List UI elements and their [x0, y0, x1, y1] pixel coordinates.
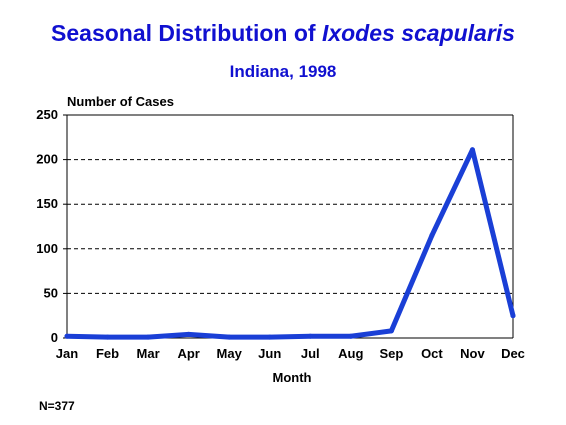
x-axis-label: Month — [273, 370, 312, 385]
axes — [66, 114, 514, 339]
y-tick-label-50: 50 — [44, 285, 58, 300]
x-tick-label-dec: Dec — [501, 346, 525, 361]
data-point-sep — [388, 328, 394, 334]
x-tick-label-may: May — [217, 346, 243, 361]
series-line-0 — [64, 147, 516, 340]
y-tick-label-100: 100 — [36, 241, 58, 256]
y-tick-label-250: 250 — [36, 107, 58, 122]
data-point-jun — [267, 334, 273, 340]
chart-title: Seasonal Distribution of Ixodes scapular… — [0, 20, 566, 47]
chart-subtitle: Indiana, 1998 — [229, 62, 337, 81]
data-point-jan — [64, 333, 70, 339]
data-point-nov — [469, 147, 475, 153]
x-tick-labels: Jan Feb Mar Apr May Jun Jul Aug Sep Oct Nov Dec — [56, 346, 525, 361]
chart-title-text: Seasonal Distribution of — [51, 20, 322, 46]
x-tick-label-oct: Oct — [421, 346, 443, 361]
data-point-dec — [510, 313, 516, 319]
data-point-may — [226, 334, 232, 340]
series-layer — [64, 147, 516, 340]
x-tick-label-mar: Mar — [137, 346, 160, 361]
data-point-feb — [105, 334, 111, 340]
x-tick-label-jan: Jan — [56, 346, 78, 361]
data-point-aug — [348, 333, 354, 339]
data-point-jul — [307, 333, 313, 339]
x-tick-label-jun: Jun — [258, 346, 281, 361]
x-tick-label-jul: Jul — [301, 346, 320, 361]
chart-title-species: Ixodes scapularis — [321, 20, 515, 46]
x-tick-label-apr: Apr — [177, 346, 199, 361]
x-tick-label-feb: Feb — [96, 346, 119, 361]
y-axis-label: Number of Cases — [67, 94, 174, 109]
x-tick-label-aug: Aug — [338, 346, 363, 361]
y-tick-labels: 0 50 100 150 200 250 — [36, 107, 67, 345]
data-point-oct — [429, 232, 435, 238]
y-tick-label-200: 200 — [36, 152, 58, 167]
x-tick-label-sep: Sep — [379, 346, 403, 361]
y-tick-label-0: 0 — [51, 330, 58, 345]
grid-lines — [67, 159, 513, 294]
y-tick-label-150: 150 — [36, 196, 58, 211]
x-tick-label-nov: Nov — [460, 346, 485, 361]
data-point-mar — [145, 334, 151, 340]
sample-size-note: N=377 — [39, 399, 75, 413]
data-point-apr — [186, 331, 192, 337]
